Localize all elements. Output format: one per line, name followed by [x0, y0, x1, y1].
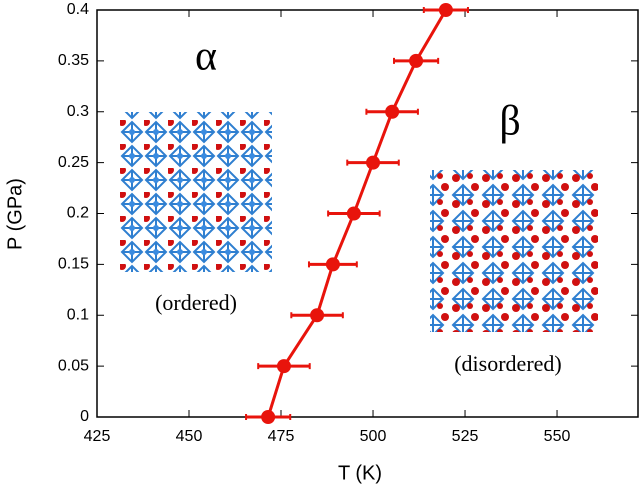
point	[409, 53, 424, 68]
y-tick-label: 0.05	[58, 357, 89, 374]
y-tick-label: 0.1	[67, 306, 89, 323]
x-tick-label: 525	[452, 428, 479, 445]
beta-label: β	[499, 99, 520, 145]
ordered-label: (ordered)	[155, 290, 237, 315]
y-tick-label: 0.2	[67, 205, 89, 222]
x-tick-label: 475	[268, 428, 295, 445]
point	[325, 257, 340, 272]
y-tick-label: 0	[80, 408, 89, 425]
y-axis-label: P (GPa)	[4, 178, 26, 250]
x-tick-label: 550	[544, 428, 571, 445]
x-tick-label: 425	[84, 428, 111, 445]
point	[346, 206, 361, 221]
x-tick-label: 500	[360, 428, 387, 445]
alpha-label: α	[195, 34, 217, 80]
x-axis-label: T (K)	[338, 462, 382, 484]
point	[310, 308, 325, 323]
point	[438, 3, 453, 17]
point	[261, 410, 276, 424]
y-tick-label: 0.4	[67, 1, 89, 18]
x-tick-label: 450	[176, 428, 203, 445]
point	[366, 155, 381, 170]
y-tick-label: 0.25	[58, 154, 89, 171]
y-tick-label: 0.3	[67, 103, 89, 120]
ordered-structure	[120, 112, 272, 272]
y-tick-label: 0.35	[58, 52, 89, 69]
y-tick-label: 0.15	[58, 256, 89, 273]
point	[385, 104, 400, 119]
disordered-structure	[430, 170, 598, 332]
point	[276, 359, 291, 374]
disordered-label: (disordered)	[454, 351, 562, 376]
